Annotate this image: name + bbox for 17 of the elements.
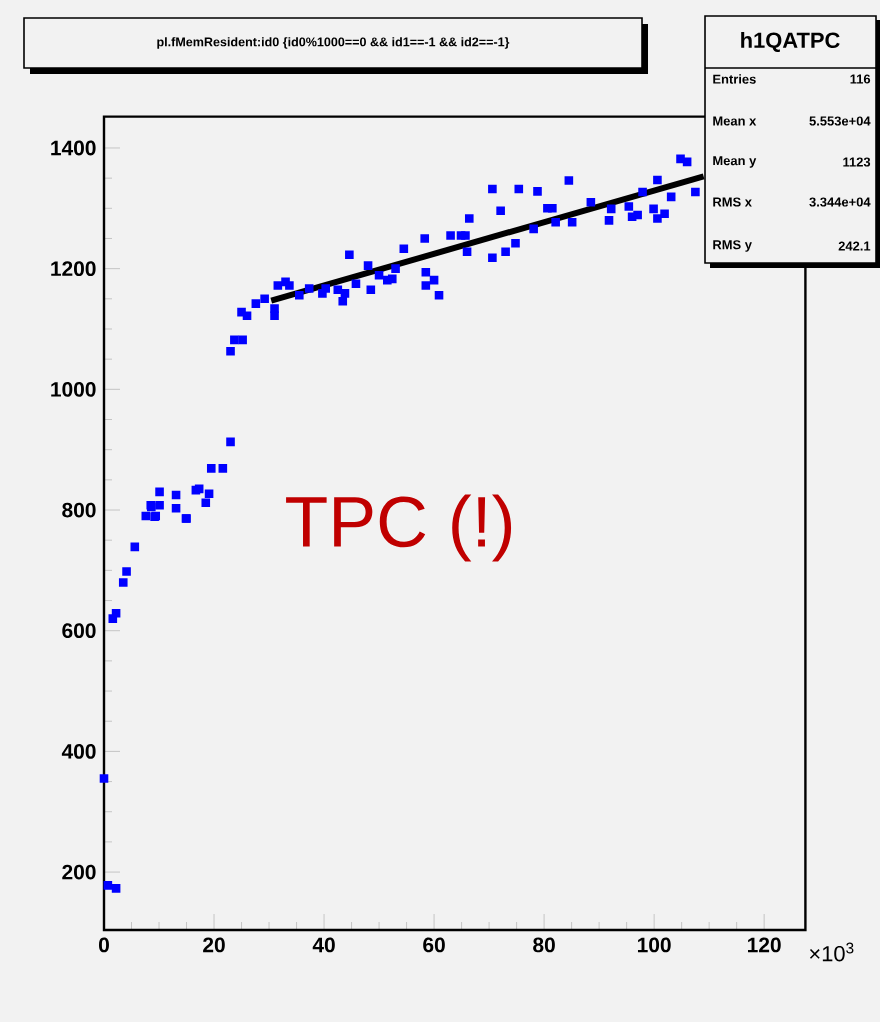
- text: ×10$^{3}$: [809, 942, 854, 962]
- x-tick-label: 40: [312, 937, 335, 953]
- x-tick-label: 20: [203, 937, 225, 953]
- y-tick-label: 1400: [51, 140, 96, 156]
- y-tick-label: 600: [62, 623, 96, 639]
- x-tick-label: 120: [748, 937, 781, 953]
- y-tick-label: 1200: [51, 261, 96, 277]
- y-tick-label: 400: [61, 744, 96, 759]
- y-tick-label: 200: [62, 864, 96, 880]
- text: h1QATPC: [741, 31, 840, 53]
- y-tick-label: 800: [62, 502, 96, 518]
- x-tick-label: 80: [533, 937, 555, 953]
- x-tick-label: 100: [637, 937, 671, 953]
- x-tick-label: 0: [98, 937, 109, 953]
- y-tick-label: 1000: [51, 381, 96, 397]
- annotation: TPC (!): [286, 494, 512, 562]
- x-tick-label: 60: [423, 937, 445, 953]
